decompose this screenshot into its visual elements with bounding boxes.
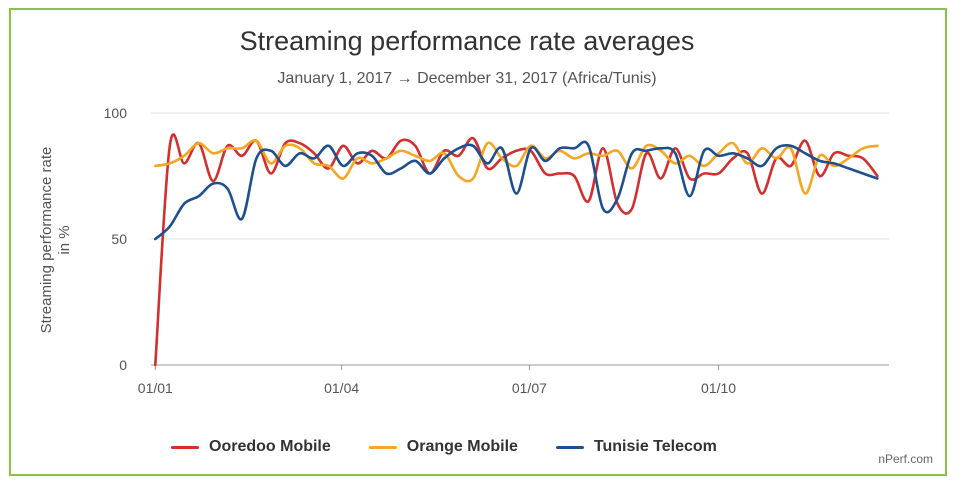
y-axis-label-line1: Streaming performance rate — [38, 147, 55, 334]
legend-label-tunisie: Tunisie Telecom — [593, 438, 717, 455]
x-tick-label: 01/01 — [138, 380, 173, 396]
x-tick-label: 01/10 — [701, 380, 736, 396]
chart-title: Streaming performance rate averages — [239, 26, 695, 56]
chart-frame: Streaming performance rate averages Janu… — [9, 8, 947, 476]
legend-item-ooredoo[interactable]: Ooredoo Mobile — [171, 438, 331, 456]
x-tick-label: 01/07 — [512, 380, 547, 396]
y-tick-label: 0 — [119, 357, 127, 373]
x-tick-label: 01/04 — [324, 380, 359, 396]
legend-swatch-tunisie — [555, 445, 584, 449]
legend-label-orange: Orange Mobile — [406, 438, 518, 455]
y-tick-label: 50 — [111, 231, 127, 247]
y-axis-label-line2: in % — [56, 225, 73, 254]
chart-legend: Ooredoo Mobile Orange Mobile Tunisie Tel… — [171, 438, 717, 456]
chart-credit: nPerf.com — [878, 452, 933, 466]
series-line-ooredoo — [154, 133, 879, 367]
legend-label-ooredoo: Ooredoo Mobile — [209, 438, 331, 455]
legend-item-tunisie[interactable]: Tunisie Telecom — [555, 438, 717, 456]
legend-swatch-ooredoo — [171, 445, 199, 449]
line-chart: 0 50 100 01/01 01/04 01/07 01/10 Streaming perf… — [38, 105, 889, 396]
legend-swatch-orange — [368, 445, 397, 449]
legend-item-orange[interactable]: Orange Mobile — [368, 438, 518, 456]
series-line-orange — [154, 138, 879, 195]
y-tick-label: 100 — [104, 105, 128, 121]
chart-subtitle: January 1, 2017 → December 31, 2017 (Afr… — [277, 70, 657, 87]
series-line-tunisie — [154, 140, 879, 241]
y-axis-label: Streaming performance ratein % — [38, 147, 73, 334]
